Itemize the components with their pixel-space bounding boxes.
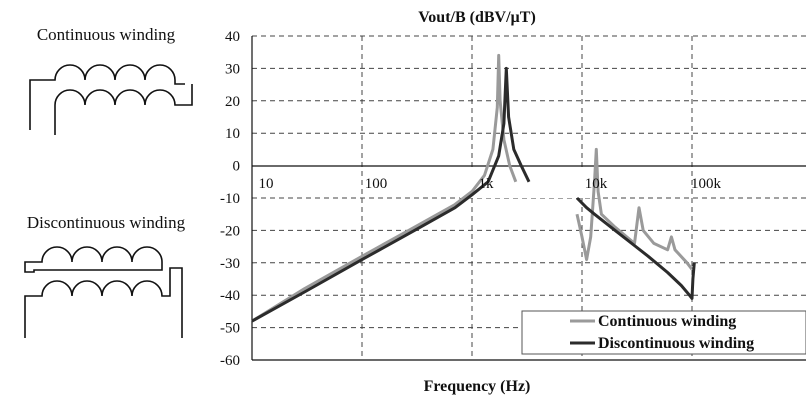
axes	[251, 36, 806, 361]
legend-box	[521, 310, 806, 355]
continuous-winding-icon	[29, 64, 193, 135]
continuous-winding-diagram: Continuous winding	[29, 25, 193, 135]
discontinuous-winding-label: Discontinuous winding	[27, 213, 186, 232]
y-tick-label: -50	[220, 321, 240, 337]
y-tick-label: -40	[220, 288, 240, 304]
series-layer	[251, 53, 696, 323]
label-gap	[460, 168, 600, 198]
series-line-discontinuous-winding-segment-2	[575, 196, 696, 300]
discontinuous-winding-icon	[24, 246, 183, 338]
y-tick-label: 40	[225, 29, 240, 45]
y-tick-label: -10	[220, 191, 240, 207]
y-tick-label: -20	[220, 223, 240, 239]
y-tick-label: 20	[225, 94, 240, 110]
series-line-continuous-winding-segment-2	[575, 147, 694, 271]
x-tick-label: 10	[259, 176, 274, 192]
y-tick-label: -30	[220, 256, 240, 272]
y-tick-label: 30	[225, 61, 240, 77]
chart-area: Vout/B (dBV/µT) 403020100-10-20-30-40-50…	[220, 9, 806, 395]
legend-label-continuous: Continuous winding	[598, 313, 736, 330]
x-tick-label: 100k	[691, 176, 722, 192]
x-axis-label: Frequency (Hz)	[424, 378, 531, 395]
x-tick-label: 1k	[479, 176, 495, 192]
y-tick-label: -60	[220, 353, 240, 369]
chart-title: Vout/B (dBV/µT)	[418, 9, 536, 26]
x-tick-label: 100	[365, 176, 388, 192]
legend: Continuous winding Discontinuous winding	[521, 310, 806, 355]
series-line-discontinuous-winding	[251, 66, 531, 323]
legend-label-discontinuous: Discontinuous winding	[598, 335, 754, 352]
x-tick-label: 10k	[585, 176, 608, 192]
continuous-winding-label: Continuous winding	[37, 25, 176, 44]
y-tick-label: 0	[233, 159, 241, 175]
discontinuous-winding-diagram: Discontinuous winding	[24, 213, 186, 338]
y-tick-label: 10	[225, 126, 240, 142]
